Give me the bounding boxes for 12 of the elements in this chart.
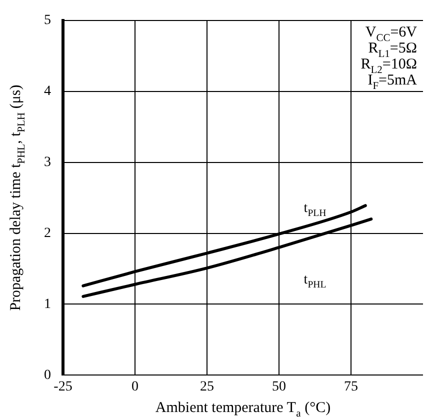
x-tick-label: 0	[132, 379, 138, 394]
y-tick-label: 0	[44, 368, 51, 383]
x-tick-label: 50	[272, 379, 286, 394]
y-tick-label: 2	[44, 226, 51, 241]
y-tick-label: 5	[44, 13, 51, 28]
x-tick-label: -25	[54, 379, 72, 394]
y-tick-label: 1	[44, 296, 51, 312]
y-axis-title: Propagation delay time tPHL, tPLH (μs)	[8, 84, 28, 311]
x-tick-label: 75	[344, 379, 358, 394]
y-tick-label: 3	[44, 154, 51, 170]
x-tick-label: 25	[200, 379, 214, 394]
y-tick-label: 4	[44, 84, 51, 100]
